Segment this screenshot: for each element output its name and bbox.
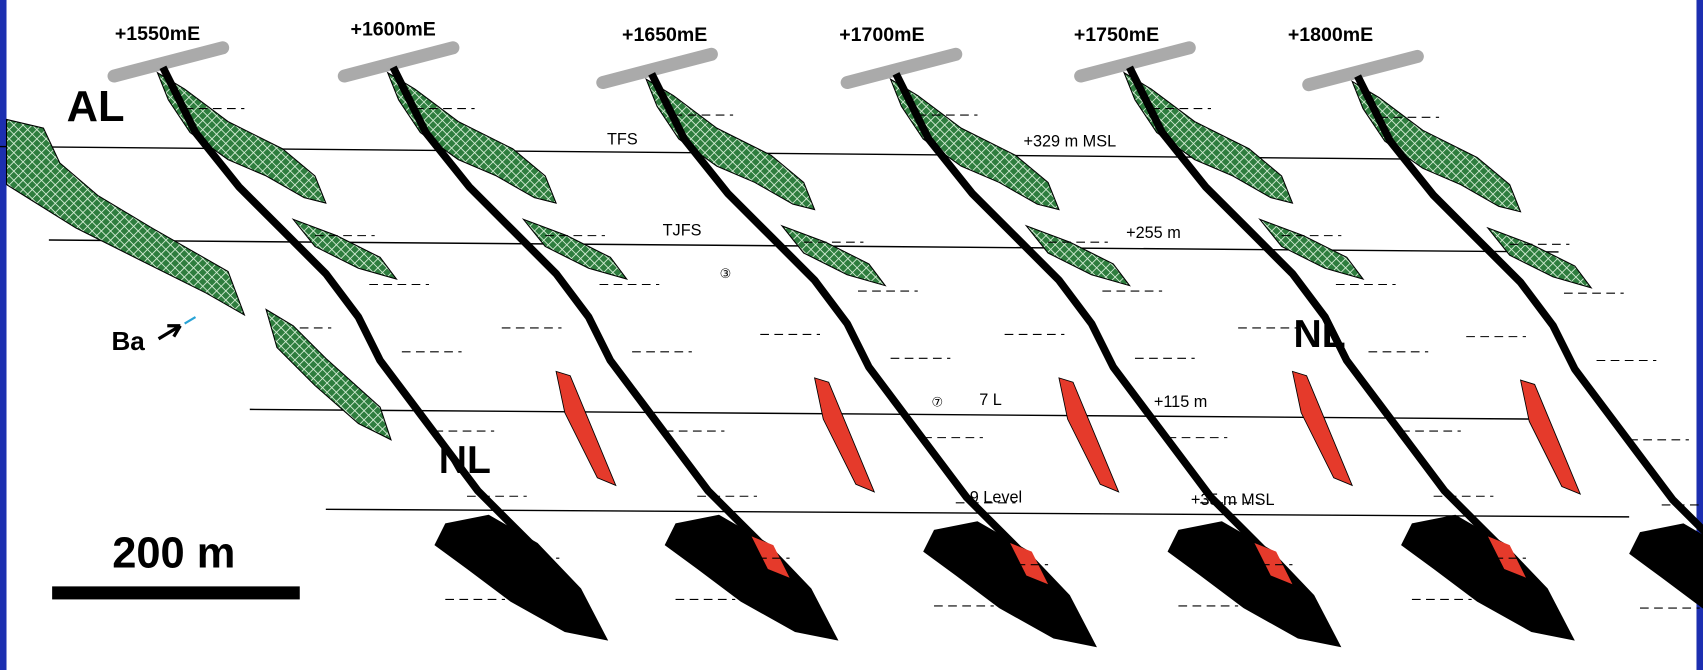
unit-label: NL [1294, 313, 1346, 356]
cross-section: +1550mE +1600mE +1650mE +1700mE +1750mE … [0, 0, 1703, 670]
section-label: +1700mE [839, 24, 924, 46]
marker: ③ [720, 266, 732, 281]
section-label: +1600mE [351, 19, 436, 41]
scale-bar-label: 200 m [112, 529, 235, 577]
section-label: +1650mE [622, 24, 707, 46]
unit-label: AL [67, 83, 125, 131]
level-elevation: +255 m [1126, 224, 1181, 242]
level-elevation: +115 m [1154, 393, 1208, 411]
level-elevation: +329 m MSL [1023, 133, 1116, 151]
section-label: +1800mE [1288, 24, 1373, 46]
section-label: +1750mE [1074, 24, 1159, 46]
level-elevation: +35 m MSL [1191, 491, 1275, 509]
level-name: TJFS [663, 222, 702, 240]
unit-label: Ba [112, 326, 146, 356]
marker: ⑦ [931, 394, 943, 409]
page: {"sections": ["+1550mE", "+1600mE", "+16… [0, 0, 1703, 670]
level-name: TFS [607, 130, 638, 148]
level-name: 7 L [979, 391, 1002, 409]
level-name: 9 Level [970, 489, 1022, 507]
scale-bar [52, 586, 300, 599]
unit-label: NL [439, 439, 491, 482]
section-label: +1550mE [115, 23, 200, 45]
